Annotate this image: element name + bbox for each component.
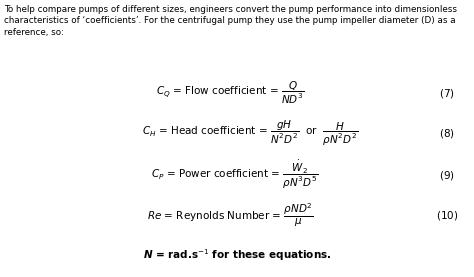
Text: $\boldsymbol{N}$ = rad.s$^{-1}$ for these equations.: $\boldsymbol{N}$ = rad.s$^{-1}$ for thes… xyxy=(143,247,331,263)
Text: $Re$ = Reynolds Number = $\dfrac{\rho ND^2}{\mu}$: $Re$ = Reynolds Number = $\dfrac{\rho ND… xyxy=(146,201,313,229)
Text: $(8)$: $(8)$ xyxy=(439,127,455,140)
Text: $(9)$: $(9)$ xyxy=(439,168,455,181)
Text: $C_H$ = Head coefficient = $\dfrac{gH}{N^2D^2}$  or  $\dfrac{H}{\rho N^2D^2}$: $C_H$ = Head coefficient = $\dfrac{gH}{N… xyxy=(142,119,358,148)
Text: $C_P$ = Power coefficient = $\dfrac{\dot{W}_2}{\rho N^3D^5}$: $C_P$ = Power coefficient = $\dfrac{\dot… xyxy=(151,159,319,191)
Text: $(7)$: $(7)$ xyxy=(439,86,455,99)
Text: $C_Q$ = Flow coefficient = $\dfrac{Q}{ND^3}$: $C_Q$ = Flow coefficient = $\dfrac{Q}{ND… xyxy=(156,80,304,106)
Text: $(10)$: $(10)$ xyxy=(436,209,458,222)
Text: To help compare pumps of different sizes, engineers convert the pump performance: To help compare pumps of different sizes… xyxy=(4,5,457,37)
